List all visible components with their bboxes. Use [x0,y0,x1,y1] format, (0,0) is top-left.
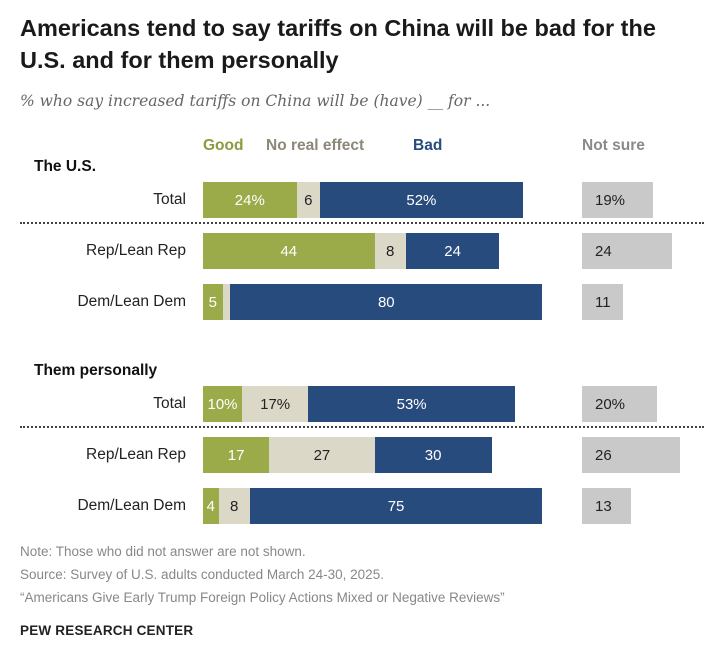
bar-segment-no-effect [222,284,231,320]
row-label: Total [153,395,186,412]
row-label: Rep/Lean Rep [86,446,186,463]
data-label: 44 [280,242,298,260]
row-label: Total [153,191,186,208]
bar-segment-not-sure: 13 [582,488,631,524]
data-label: 20% [595,395,626,413]
bar-segment-bad: 75 [249,488,543,524]
bar-segment-good: 10% [203,386,242,422]
bar-segment-not-sure: 11 [582,284,624,320]
chart-title: Americans tend to say tariffs on China w… [20,15,656,73]
data-label: 17 [227,446,245,464]
bar-segment-good: 24% [203,182,297,218]
data-label: 10% [207,395,238,413]
data-label: 5 [208,293,217,311]
bar-segment-not-sure: 26 [582,437,680,473]
bar-segment-bad: 80 [230,284,543,320]
data-label: 30 [424,446,442,464]
data-label: 24 [595,242,612,260]
legend-bad: Bad [413,137,443,154]
row-label: Dem/Lean Dem [77,497,186,514]
note-text: Note: Those who did not answer are not s… [20,544,306,559]
data-label: 24% [234,191,265,209]
legend-not-sure: Not sure [582,137,645,154]
bar-segment-bad: 30 [374,437,492,473]
bar-segment-no-effect: 27 [269,437,375,473]
data-label: 13 [595,497,612,515]
data-label: 75 [387,497,405,515]
data-label: 17% [260,395,291,413]
source-text: Source: Survey of U.S. adults conducted … [20,567,384,582]
data-label: 6 [304,191,313,209]
data-label: 53% [396,395,427,413]
chart-subtitle: % who say increased tariffs on China wil… [20,92,491,110]
bar-segment-no-effect: 8 [374,233,406,269]
bar-segment-not-sure: 19% [582,182,654,218]
data-label: 80 [377,293,395,311]
section-label: The U.S. [34,158,97,175]
bar-segment-no-effect: 17% [242,386,309,422]
legend-no-real-effect: No real effect [266,137,365,154]
bar-segment-good: 4 [203,488,219,524]
bar-segment-bad: 53% [308,386,515,422]
report-title-text: “Americans Give Early Trump Foreign Poli… [20,590,505,605]
data-label: 19% [595,191,626,209]
bar-segment-no-effect: 8 [218,488,250,524]
data-label: 24 [444,242,461,260]
row-label: Rep/Lean Rep [86,242,186,259]
data-label: 52% [406,191,437,209]
dotted-divider [20,222,704,224]
bar-segment-bad: 52% [320,182,523,218]
section-label: Them personally [34,362,158,379]
bar-segment-good: 5 [203,284,223,320]
dotted-divider [20,426,704,428]
brand-logo-text: PEW RESEARCH CENTER [20,623,194,638]
legend-good: Good [203,137,244,154]
row-label: Dem/Lean Dem [77,293,186,310]
data-label: 26 [595,446,612,464]
data-label: 8 [230,497,239,515]
data-label: 8 [386,242,395,260]
bar-segment-not-sure: 20% [582,386,657,422]
bar-segment-bad: 24 [405,233,500,269]
data-label: 27 [313,446,331,464]
data-label: 4 [206,497,215,515]
bar-segment-good: 44 [203,233,375,269]
bar-segment-good: 17 [203,437,270,473]
data-label: 11 [595,293,611,311]
bar-segment-no-effect: 6 [296,182,320,218]
bar-segment-not-sure: 24 [582,233,672,269]
